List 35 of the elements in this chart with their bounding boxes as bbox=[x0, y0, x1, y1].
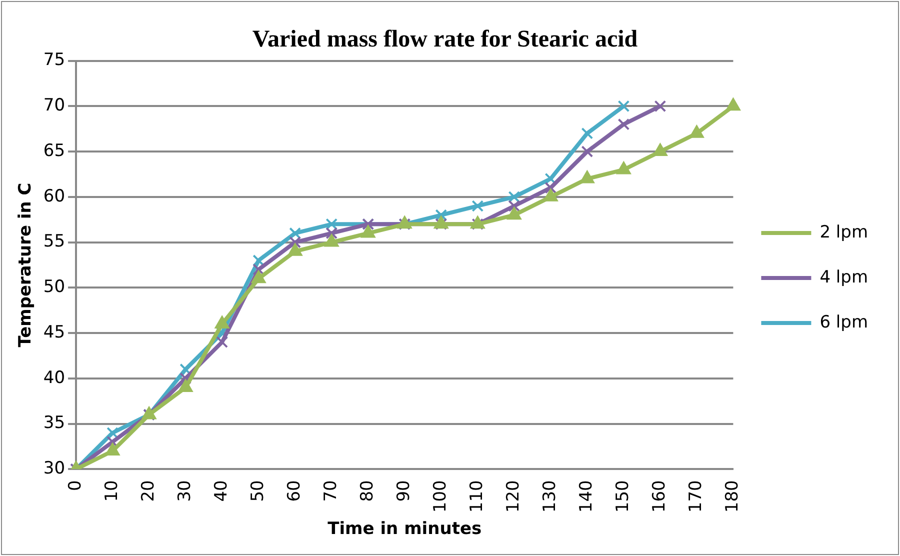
y-axis-title: Temperature in C bbox=[16, 182, 36, 348]
y-tick-label: 35 bbox=[43, 413, 66, 434]
x-tick-label: 150 bbox=[613, 480, 634, 513]
y-tick-label: 70 bbox=[43, 96, 66, 116]
x-tick-label: 120 bbox=[504, 480, 524, 513]
y-tick-label: 45 bbox=[43, 322, 66, 342]
x-tick-label: 20 bbox=[138, 480, 158, 502]
x-tick-label: 50 bbox=[248, 480, 268, 502]
x-tick-label: 170 bbox=[686, 480, 706, 513]
y-tick-label: 40 bbox=[43, 368, 66, 388]
x-tick-label: 140 bbox=[576, 480, 597, 513]
x-tick-label: 30 bbox=[174, 480, 195, 502]
x-tick-label: 160 bbox=[650, 480, 670, 513]
x-tick-label: 100 bbox=[430, 480, 451, 513]
legend-label: 2 lpm bbox=[820, 222, 868, 242]
y-tick-label: 60 bbox=[43, 186, 66, 206]
x-tick-label: 70 bbox=[321, 480, 342, 502]
x-axis-title: Time in minutes bbox=[328, 519, 482, 540]
y-tick-label: 55 bbox=[43, 232, 66, 252]
x-tick-label: 60 bbox=[284, 480, 305, 502]
x-tick-label: 10 bbox=[102, 480, 122, 502]
legend-label: 6 lpm bbox=[820, 312, 868, 332]
legend-label: 4 lpm bbox=[820, 267, 868, 288]
y-tick-label: 65 bbox=[43, 140, 66, 161]
x-tick-label: 40 bbox=[211, 480, 232, 502]
chart-title: Varied mass flow rate for Stearic acid bbox=[252, 26, 638, 53]
x-tick-label: 90 bbox=[394, 480, 414, 502]
y-tick-label: 50 bbox=[43, 277, 66, 298]
x-tick-label: 180 bbox=[722, 480, 743, 513]
x-tick-label: 130 bbox=[540, 480, 560, 513]
x-tick-label: 80 bbox=[358, 480, 378, 502]
y-tick-label: 75 bbox=[43, 50, 66, 70]
x-tick-label: 0 bbox=[65, 480, 86, 491]
x-tick-label: 110 bbox=[467, 480, 488, 513]
y-tick-label: 30 bbox=[43, 458, 66, 479]
